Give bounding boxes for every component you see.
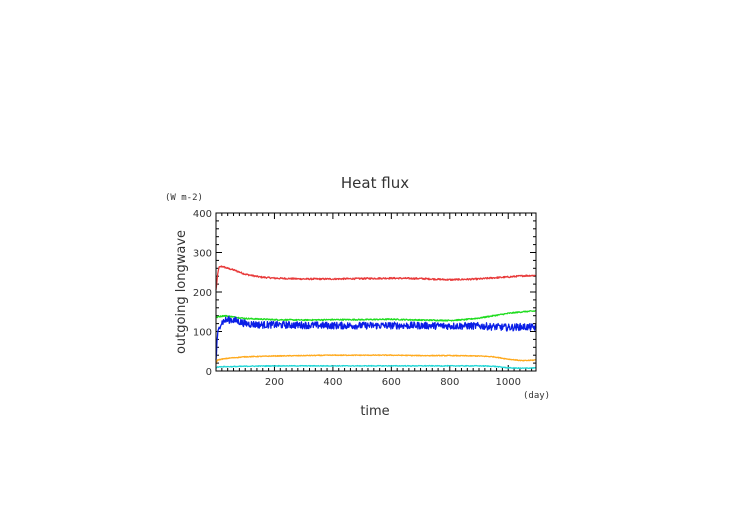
series-line-4 xyxy=(215,354,537,364)
x-tick-label: 200 xyxy=(265,377,284,388)
x-tick-label: 800 xyxy=(440,377,459,388)
y-axis-title: outgoing longwave xyxy=(174,230,189,354)
y-tick-label: 300 xyxy=(193,249,212,260)
series-line-1 xyxy=(215,265,537,290)
y-tick-label: 0 xyxy=(206,367,212,378)
series-line-3 xyxy=(215,315,537,360)
series-line-2 xyxy=(215,310,537,322)
series-layer xyxy=(215,265,537,370)
x-tick-label: 600 xyxy=(382,377,401,388)
y-tick-label: 400 xyxy=(193,209,212,220)
ticks-layer: 200 400 600 800 1000 0 100 200 300 400 xyxy=(193,209,536,388)
x-axis-title: time xyxy=(360,404,389,419)
y-axis-unit: (W m-2) xyxy=(165,193,203,203)
plot-frame xyxy=(215,212,537,372)
x-axis-unit: (day) xyxy=(523,391,550,401)
y-tick-label: 100 xyxy=(193,328,212,339)
y-tick-label: 200 xyxy=(193,288,212,299)
series-line-5 xyxy=(215,364,537,370)
x-tick-label: 1000 xyxy=(496,377,521,388)
chart-title: Heat flux xyxy=(341,174,409,192)
x-tick-label: 400 xyxy=(323,377,342,388)
